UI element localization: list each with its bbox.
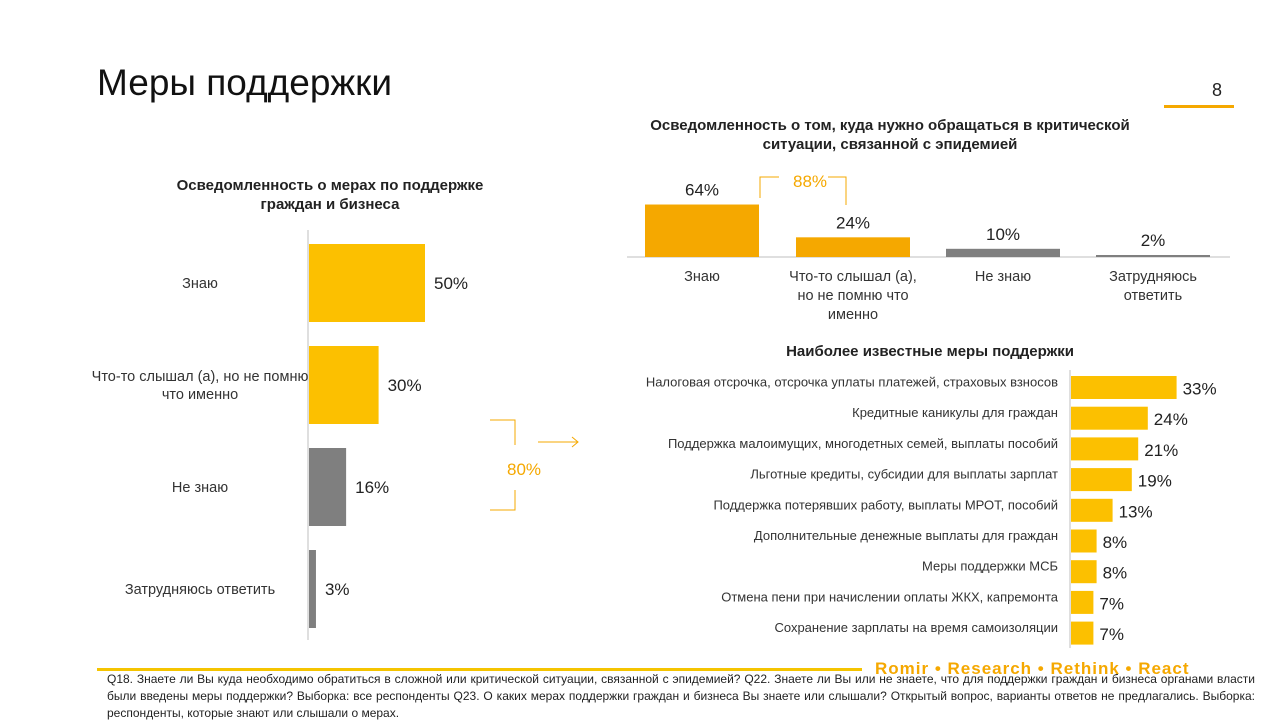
chart2-category-label: Знаю bbox=[684, 269, 720, 285]
chart1-bracket-top bbox=[490, 419, 516, 445]
chart1-bar bbox=[309, 550, 316, 628]
chart3-value-label: 24% bbox=[1154, 410, 1188, 429]
chart1-category-label: Знаю bbox=[182, 276, 218, 292]
footer-divider bbox=[97, 668, 862, 671]
chart3-bar bbox=[1071, 468, 1132, 492]
chart3-bar bbox=[1071, 529, 1097, 553]
chart1-arrow bbox=[538, 436, 579, 448]
chart1-bracket-bottom bbox=[490, 490, 516, 511]
chart3-value-label: 21% bbox=[1144, 441, 1178, 460]
chart3-category-label: Сохранение зарплаты на время самоизоляци… bbox=[774, 620, 1058, 635]
chart3-bar bbox=[1071, 560, 1097, 584]
chart1-category-label: Что-то слышал (а), но не помню что именно bbox=[92, 369, 309, 403]
chart2-bar bbox=[796, 237, 910, 257]
chart2-value-label: 10% bbox=[986, 225, 1020, 244]
chart3-category-label: Поддержка потерявших работу, выплаты МРО… bbox=[713, 497, 1058, 512]
chart3-category-label: Отмена пени при начислении оплаты ЖКХ, к… bbox=[721, 589, 1059, 604]
chart1-bracket-label: 80% bbox=[507, 460, 541, 479]
chart3-value-label: 7% bbox=[1099, 594, 1124, 613]
chart3-value-label: 7% bbox=[1099, 625, 1124, 644]
chart2-bar bbox=[946, 248, 1060, 257]
chart2-value-label: 24% bbox=[836, 213, 870, 232]
page-title: Меры поддержки bbox=[97, 62, 393, 103]
chart1-value-label: 3% bbox=[325, 580, 350, 599]
chart2-bar bbox=[645, 204, 759, 257]
chart2-bracket bbox=[759, 176, 847, 205]
chart2-bracket-label: 88% bbox=[793, 172, 827, 191]
chart3-bar bbox=[1071, 406, 1148, 430]
chart3-category-label: Меры поддержки МСБ bbox=[922, 559, 1058, 574]
chart1-bar bbox=[309, 244, 425, 322]
chart2-title: Осведомленность о том, куда нужно обраща… bbox=[650, 117, 1130, 153]
chart2-category-label: Не знаю bbox=[975, 269, 1031, 285]
chart3-bar bbox=[1071, 498, 1113, 522]
chart3-category-label: Поддержка малоимущих, многодетных семей,… bbox=[668, 436, 1058, 451]
footnote: Q18. Знаете ли Вы куда необходимо обрати… bbox=[107, 672, 1255, 720]
chart2-category-label: Затрудняюсь ответить bbox=[1109, 269, 1197, 304]
chart3-value-label: 19% bbox=[1138, 472, 1172, 491]
chart1-value-label: 50% bbox=[434, 274, 468, 293]
page-number: 8 bbox=[1212, 80, 1223, 100]
chart1-category-label: Не знаю bbox=[172, 480, 228, 496]
chart2-value-label: 64% bbox=[685, 181, 719, 200]
chart1-value-label: 16% bbox=[355, 478, 389, 497]
chart2-bar bbox=[1096, 255, 1210, 257]
chart3-bar bbox=[1071, 590, 1094, 614]
chart3-value-label: 13% bbox=[1119, 502, 1153, 521]
chart1-bar bbox=[309, 448, 347, 526]
chart3-bar bbox=[1071, 437, 1139, 461]
chart3-category-label: Кредитные каникулы для граждан bbox=[852, 405, 1058, 420]
chart2-value-label: 2% bbox=[1141, 231, 1166, 250]
chart3-category-label: Льготные кредиты, субсидии для выплаты з… bbox=[750, 467, 1058, 482]
page-number-underline bbox=[1164, 105, 1234, 108]
chart3-category-label: Налоговая отсрочка, отсрочка уплаты плат… bbox=[646, 375, 1058, 390]
chart3-bar bbox=[1071, 376, 1177, 399]
chart3-value-label: 33% bbox=[1183, 380, 1217, 399]
chart1-bar bbox=[309, 346, 379, 424]
chart3-title: Наиболее известные меры поддержки bbox=[786, 343, 1074, 360]
chart3-bar bbox=[1071, 621, 1094, 645]
chart2-category-label: Что-то слышал (а), но не помню что именно bbox=[789, 269, 917, 323]
chart1-value-label: 30% bbox=[388, 376, 422, 395]
chart3-value-label: 8% bbox=[1103, 564, 1128, 583]
chart3-value-label: 8% bbox=[1103, 533, 1128, 552]
brand-tagline: Romir • Research • Rethink • React bbox=[875, 659, 1190, 678]
chart1-category-label: Затрудняюсь ответить bbox=[125, 582, 275, 598]
chart1-title: Осведомленность о мерах по поддержке гра… bbox=[176, 177, 484, 213]
chart3-category-label: Дополнительные денежные выплаты для граж… bbox=[754, 528, 1058, 543]
